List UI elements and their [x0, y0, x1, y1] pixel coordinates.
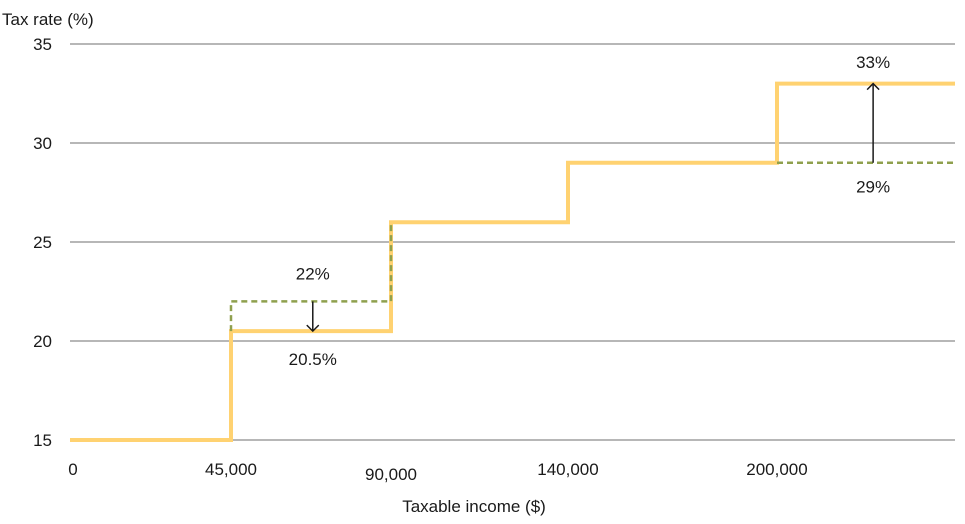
new-rate-line	[70, 81, 955, 442]
x-tick-labels: 0 45,000 90,000 140,000 200,000	[68, 460, 807, 484]
x-tick-label: 200,000	[746, 460, 807, 479]
y-tick-label: 25	[33, 233, 52, 252]
series-lines	[70, 81, 955, 442]
rate-annotations: 22% 20.5% 33% 29%	[289, 53, 890, 369]
x-axis-label: Taxable income ($)	[402, 497, 546, 516]
rate-annotation: 33%	[856, 53, 890, 72]
y-tick-label: 20	[33, 332, 52, 351]
gridlines	[70, 43, 955, 441]
y-tick-label: 15	[33, 431, 52, 450]
x-tick-label: 90,000	[365, 465, 417, 484]
x-tick-label: 0	[68, 460, 77, 479]
y-tick-label: 30	[33, 134, 52, 153]
rate-annotation: 20.5%	[289, 350, 337, 369]
y-axis-label: Tax rate (%)	[2, 10, 94, 29]
change-arrows	[306, 82, 880, 333]
previous-rate-line	[229, 222, 393, 332]
x-tick-label: 45,000	[205, 460, 257, 479]
x-tick-label: 140,000	[537, 460, 598, 479]
rate-annotation: 22%	[296, 265, 330, 284]
y-tick-label: 35	[33, 35, 52, 54]
y-tick-labels: 15 20 25 30 35	[33, 35, 52, 450]
rate-annotation: 29%	[856, 178, 890, 197]
